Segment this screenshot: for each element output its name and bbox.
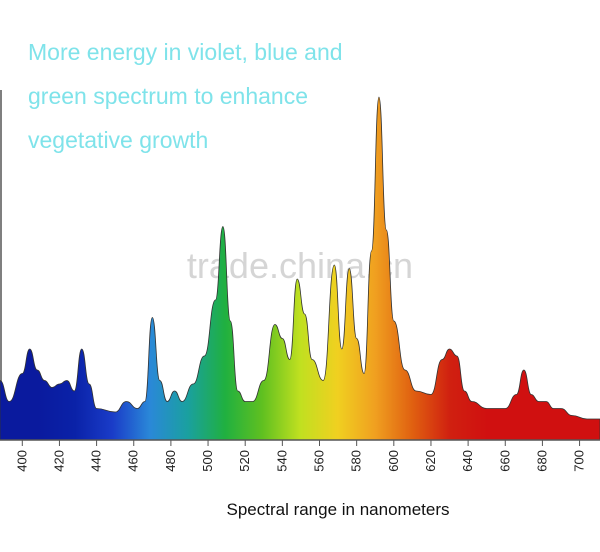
x-tick-label: 440 [89, 450, 104, 472]
x-tick-label: 520 [237, 450, 252, 472]
x-tick-label: 700 [572, 450, 587, 472]
x-tick-label: 680 [534, 450, 549, 472]
spectrum-area [0, 96, 600, 441]
x-tick-label: 400 [14, 450, 29, 472]
x-tick-label: 460 [126, 450, 141, 472]
x-tick-label: 620 [423, 450, 438, 472]
x-axis-label: Spectral range in nanometers [226, 500, 449, 519]
x-tick-label: 480 [163, 450, 178, 472]
annotation-line: green spectrum to enhance [28, 83, 308, 109]
x-tick-label: 580 [349, 450, 364, 472]
x-tick-label: 640 [460, 450, 475, 472]
x-tick-label: 420 [51, 450, 66, 472]
x-tick-label: 600 [386, 450, 401, 472]
x-tick-label: 540 [274, 450, 289, 472]
annotation-line: vegetative growth [28, 127, 208, 153]
annotation-line: More energy in violet, blue and [28, 39, 343, 65]
x-tick-label: 500 [200, 450, 215, 472]
x-tick-label: 660 [497, 450, 512, 472]
x-tick-label: 560 [312, 450, 327, 472]
